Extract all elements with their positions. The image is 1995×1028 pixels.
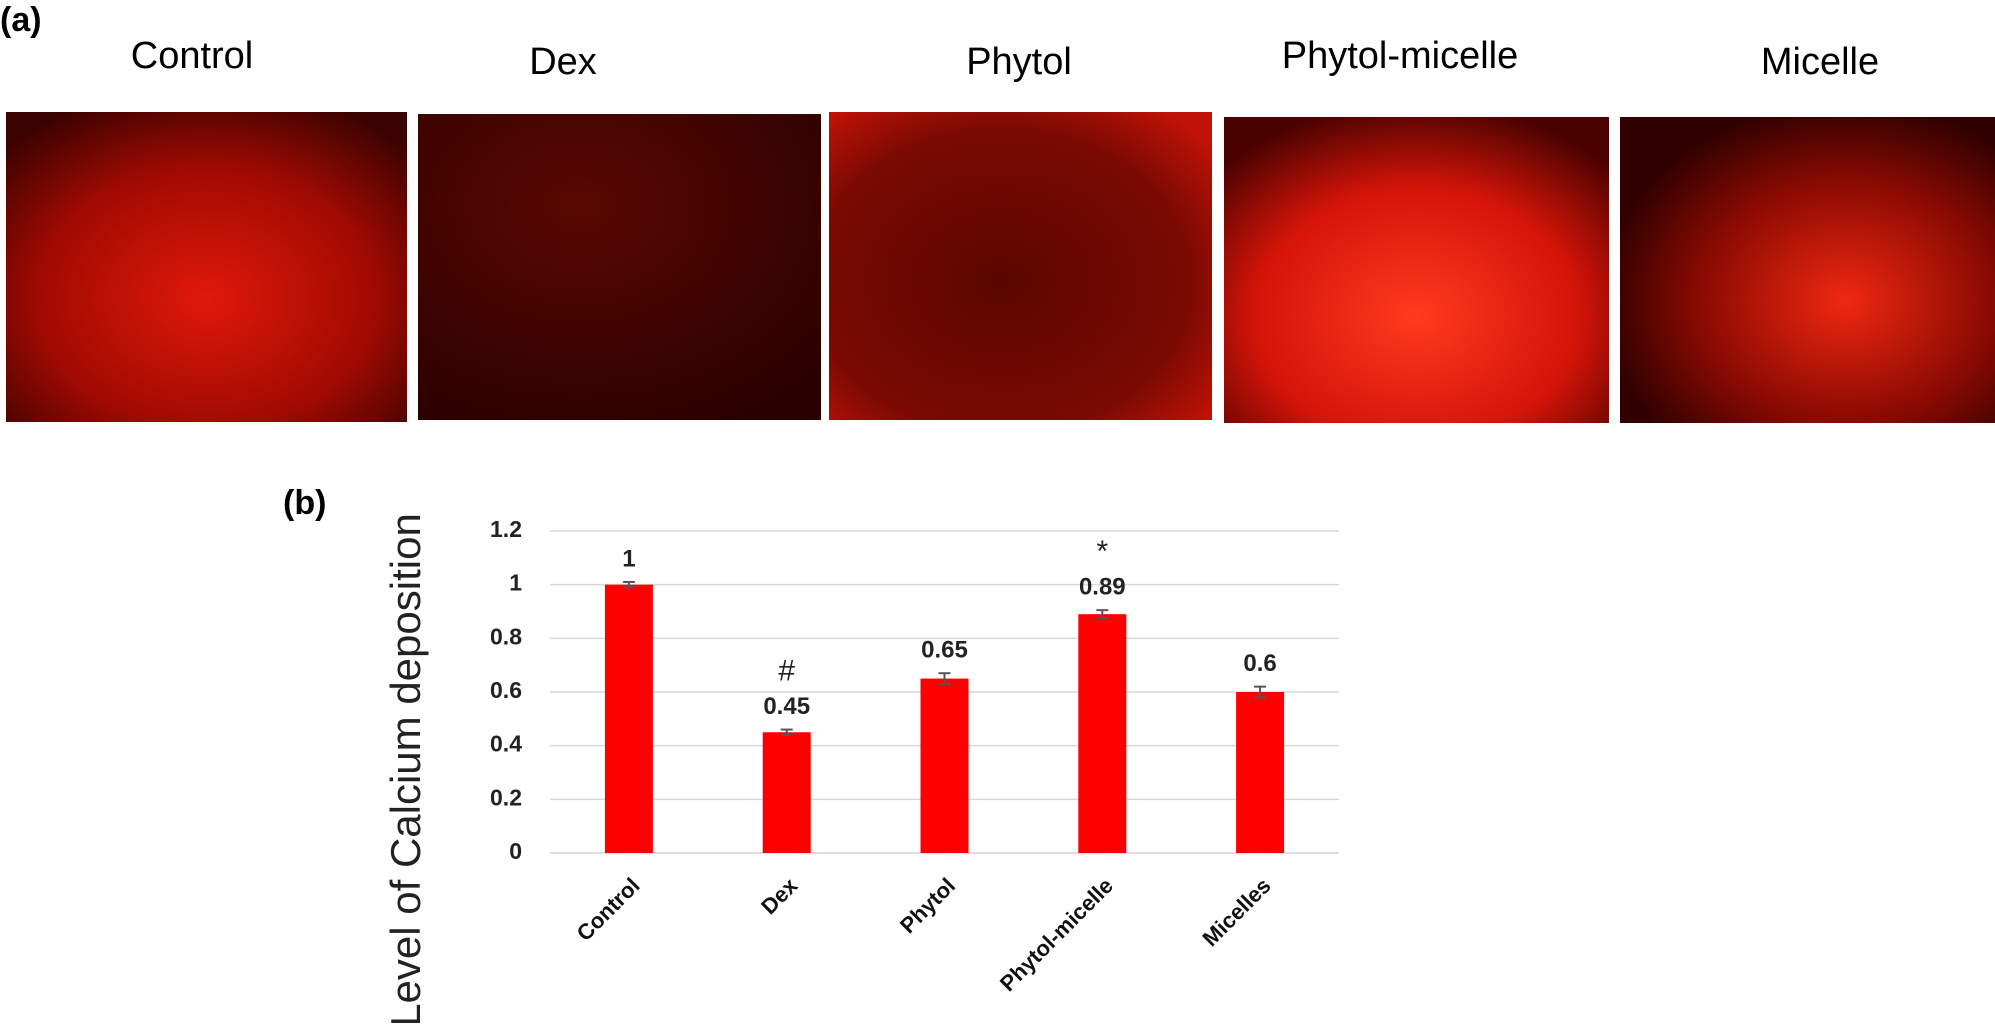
- panel-label: (a): [0, 1, 42, 39]
- image-title: Control: [131, 35, 254, 77]
- micrograph: [829, 112, 1212, 420]
- value-label: 0.89: [1079, 574, 1126, 601]
- x-tick-label: Control: [572, 873, 645, 946]
- micrograph: [418, 114, 821, 420]
- panel-label: (b): [283, 484, 326, 522]
- value-label: 1: [622, 545, 635, 572]
- y-tick-label: 1: [509, 570, 522, 596]
- image-title: Dex: [529, 41, 597, 83]
- micrograph: [6, 112, 407, 422]
- bar: [1236, 692, 1285, 853]
- micrograph: [1620, 117, 1995, 423]
- x-tick-label: Micelles: [1198, 873, 1276, 951]
- y-tick-label: 0.2: [490, 784, 522, 810]
- micrograph: [1224, 117, 1609, 423]
- image-title: Micelle: [1761, 41, 1879, 83]
- bar: [1078, 614, 1127, 853]
- y-tick-label: 0.4: [490, 731, 522, 757]
- x-tick-label: Phytol-micelle: [995, 873, 1118, 996]
- value-label: 0.65: [921, 637, 968, 664]
- y-axis-title: Level of Calcium deposition: [382, 513, 429, 1023]
- value-label: 0.45: [763, 693, 810, 720]
- value-label: 0.6: [1243, 650, 1276, 677]
- bar: [604, 584, 653, 853]
- bar: [762, 732, 811, 853]
- annotation: *: [1096, 535, 1108, 568]
- bar: [920, 678, 969, 853]
- x-tick-label: Phytol: [895, 873, 960, 938]
- y-tick-label: 1.2: [490, 516, 522, 542]
- y-tick-label: 0.6: [490, 677, 522, 703]
- image-title: Phytol: [966, 41, 1072, 83]
- annotation: #: [778, 654, 795, 687]
- y-tick-label: 0.8: [490, 623, 522, 649]
- x-tick-label: Dex: [756, 872, 803, 919]
- image-title: Phytol-micelle: [1282, 35, 1519, 77]
- y-tick-label: 0: [509, 838, 522, 864]
